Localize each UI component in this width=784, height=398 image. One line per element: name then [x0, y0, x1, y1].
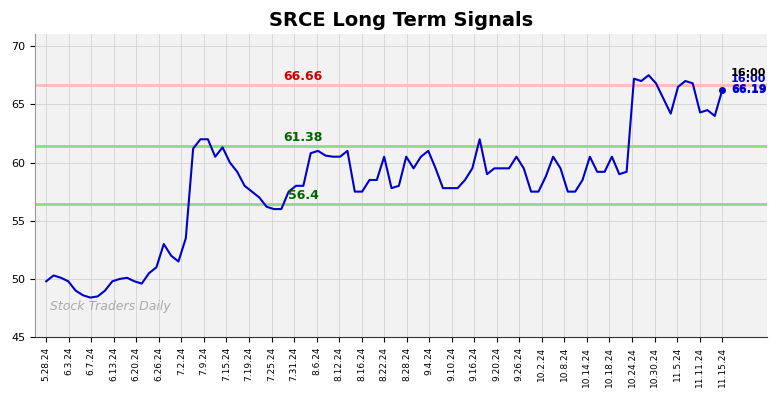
Text: 66.19: 66.19 — [731, 84, 767, 94]
Text: Stock Traders Daily: Stock Traders Daily — [49, 300, 170, 313]
Text: 16:00
66.19: 16:00 66.19 — [731, 74, 767, 96]
Text: 61.38: 61.38 — [283, 131, 323, 144]
Text: 16:00: 16:00 — [731, 68, 767, 78]
Text: 66.66: 66.66 — [284, 70, 323, 83]
Title: SRCE Long Term Signals: SRCE Long Term Signals — [269, 11, 533, 30]
Text: 56.4: 56.4 — [288, 189, 318, 202]
